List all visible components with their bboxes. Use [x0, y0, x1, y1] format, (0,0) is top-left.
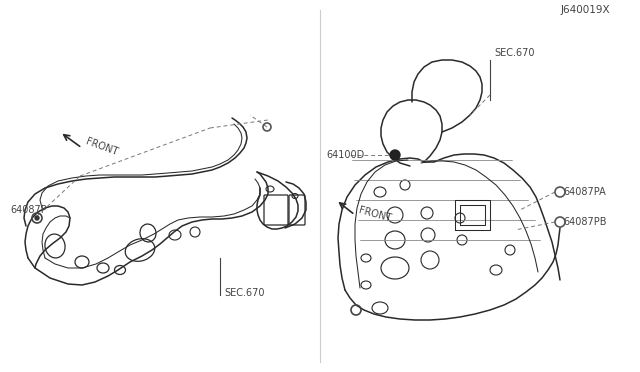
Circle shape: [390, 150, 400, 160]
Text: 64087P: 64087P: [10, 205, 47, 215]
Text: 64087PA: 64087PA: [563, 187, 605, 197]
Text: SEC.670: SEC.670: [224, 288, 264, 298]
Text: J640019X: J640019X: [561, 5, 610, 15]
Text: FRONT: FRONT: [84, 137, 119, 157]
Text: 64100D: 64100D: [326, 150, 364, 160]
Circle shape: [35, 216, 39, 220]
Text: SEC.670: SEC.670: [494, 48, 534, 58]
Text: 64087PB: 64087PB: [563, 217, 607, 227]
Text: FRONT: FRONT: [357, 205, 392, 223]
